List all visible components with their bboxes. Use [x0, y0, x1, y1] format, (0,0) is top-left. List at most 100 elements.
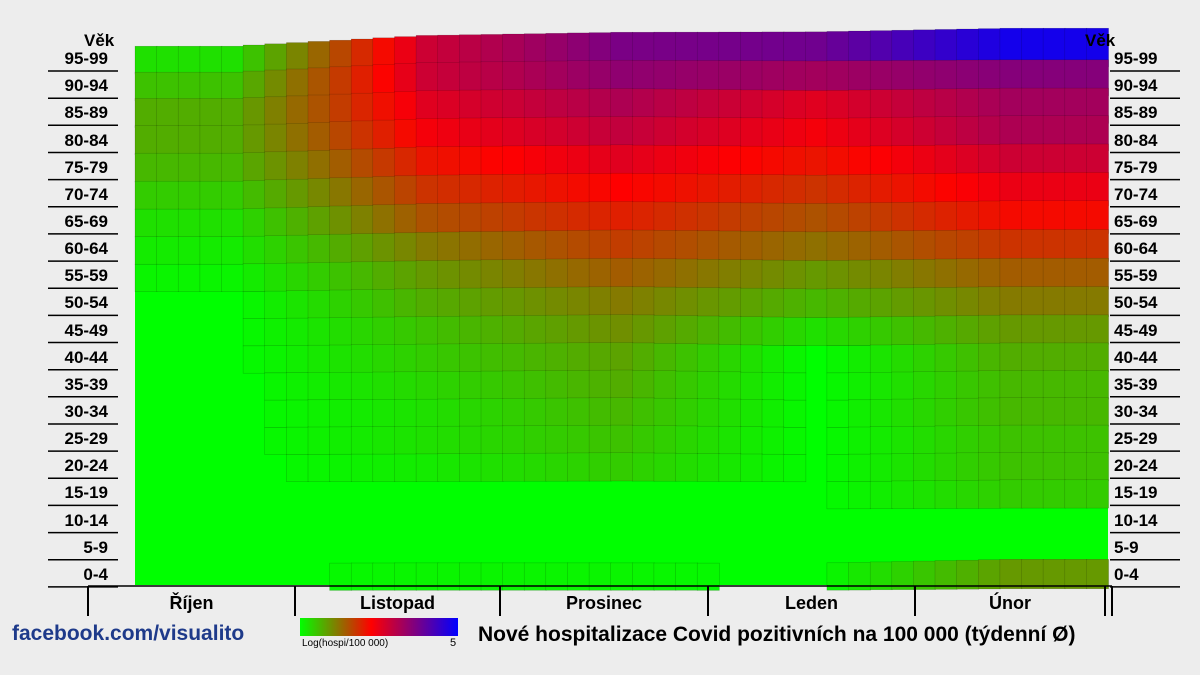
cell — [523, 287, 547, 318]
cell — [1021, 424, 1044, 454]
age-tick-label-left: 15-19 — [64, 483, 108, 503]
cell — [956, 229, 980, 262]
cell — [653, 425, 677, 455]
cell — [653, 201, 677, 235]
cell — [696, 453, 720, 482]
y-axis-label-right: Věk — [1085, 31, 1116, 50]
cell — [437, 398, 461, 428]
cell — [480, 370, 504, 400]
cell — [761, 259, 785, 291]
cell — [264, 179, 288, 210]
cell — [372, 344, 396, 373]
age-tick-label-left: 70-74 — [64, 184, 108, 204]
cell — [934, 452, 958, 482]
cell — [718, 316, 742, 346]
age-tick-label-right: 55-59 — [1114, 266, 1158, 286]
cell — [848, 372, 871, 401]
cell — [567, 230, 590, 263]
age-tick-label-right: 75-79 — [1114, 157, 1158, 177]
cell — [329, 177, 353, 209]
cell — [372, 261, 396, 291]
cell — [502, 287, 526, 318]
cell — [415, 343, 439, 373]
cell — [307, 426, 331, 455]
cell — [502, 174, 526, 208]
cell — [978, 286, 1001, 318]
cell — [653, 397, 677, 427]
cell — [826, 174, 850, 208]
cell — [523, 259, 547, 290]
cell — [978, 229, 1001, 262]
cell — [264, 235, 288, 265]
cell — [718, 174, 742, 208]
cell — [653, 173, 677, 207]
cell — [523, 425, 547, 455]
cell — [610, 257, 634, 290]
cell — [459, 231, 482, 263]
cell — [480, 453, 504, 482]
watermark-link[interactable]: facebook.com/visualito — [12, 622, 245, 645]
cell — [978, 314, 1001, 345]
cell — [740, 344, 763, 374]
cell — [264, 399, 288, 428]
cell — [999, 479, 1023, 509]
cell — [869, 202, 893, 235]
cell — [350, 317, 374, 346]
cell — [588, 342, 612, 373]
cell — [653, 370, 677, 400]
cell — [1021, 452, 1044, 482]
cell — [675, 370, 699, 400]
cell — [286, 262, 309, 292]
cell — [1021, 257, 1044, 290]
cell — [1021, 314, 1044, 345]
cell — [1021, 370, 1044, 400]
cell — [848, 481, 871, 510]
cell — [610, 452, 634, 482]
cell — [588, 258, 612, 290]
cell — [1042, 200, 1066, 234]
cell — [480, 259, 504, 291]
cell — [999, 229, 1023, 262]
legend-label: Log(hospi/100 000) — [302, 638, 389, 649]
cell — [718, 398, 742, 428]
cell — [653, 258, 677, 290]
cell — [567, 314, 590, 345]
cell — [826, 260, 850, 291]
cell — [653, 314, 677, 345]
cell — [264, 69, 288, 101]
cell — [264, 43, 288, 74]
row-85-89 — [134, 87, 1109, 128]
cell — [978, 200, 1001, 234]
cell — [869, 426, 893, 455]
cell — [156, 45, 180, 75]
cell — [913, 425, 936, 455]
cell — [848, 288, 871, 318]
cell — [480, 343, 504, 373]
cell — [264, 290, 288, 319]
age-tick-label-right: 85-89 — [1114, 103, 1158, 123]
cell — [826, 345, 850, 374]
cell — [242, 291, 266, 320]
cell — [242, 235, 266, 265]
cell — [199, 98, 223, 128]
cell — [242, 44, 266, 74]
cell — [545, 201, 569, 235]
cell — [675, 453, 699, 482]
row-45-49 — [242, 314, 1109, 347]
cell — [221, 125, 244, 156]
cell — [286, 234, 309, 264]
cell — [891, 316, 915, 346]
cell — [999, 257, 1023, 290]
cell — [761, 174, 785, 208]
cell — [372, 289, 396, 319]
cell — [242, 180, 266, 210]
month-label: Prosinec — [565, 593, 643, 613]
cell — [632, 229, 655, 262]
cell — [1086, 370, 1109, 400]
cell — [221, 208, 244, 238]
cell — [696, 230, 720, 263]
cell — [848, 231, 871, 263]
cell — [372, 119, 396, 153]
age-tick-label-right: 30-34 — [1114, 402, 1158, 421]
cell — [1064, 397, 1088, 427]
